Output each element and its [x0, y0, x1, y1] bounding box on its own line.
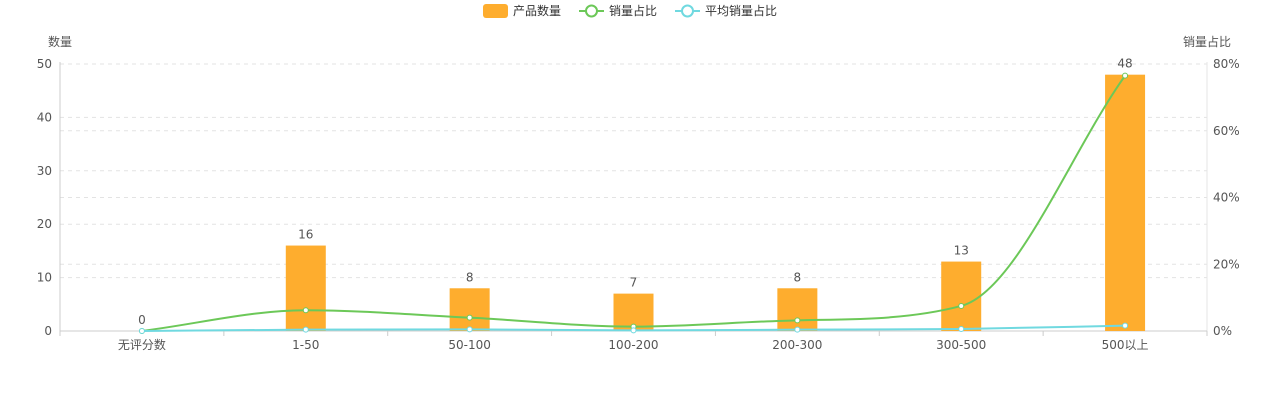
- lines: [138, 72, 1129, 334]
- y-right-tick-label: 40%: [1213, 191, 1240, 205]
- legend-label[interactable]: 产品数量: [513, 3, 561, 18]
- y-left-tick-label: 20: [37, 217, 52, 231]
- bar-value-label: 8: [466, 270, 474, 284]
- y-right-tick-label: 0%: [1213, 324, 1232, 338]
- line-point[interactable]: [1122, 72, 1129, 79]
- legend-swatch-marker[interactable]: [681, 4, 694, 18]
- legend: 产品数量 销量占比 平均销量占比: [483, 3, 777, 18]
- legend-label[interactable]: 销量占比: [609, 3, 657, 18]
- bar[interactable]: [941, 261, 982, 331]
- line-point[interactable]: [794, 326, 801, 333]
- line-point[interactable]: [794, 317, 801, 324]
- line-point[interactable]: [302, 307, 309, 314]
- y-left-tick-label: 0: [44, 324, 52, 338]
- y-left-tick-label: 10: [37, 271, 52, 285]
- x-tick-label: 无评分数: [118, 337, 166, 352]
- line-point[interactable]: [138, 328, 145, 334]
- line-point[interactable]: [1122, 322, 1129, 329]
- y-right-tick-label: 80%: [1213, 57, 1240, 71]
- left-axis-title: 数量: [48, 34, 72, 49]
- line-point[interactable]: [958, 302, 965, 309]
- legend-swatch-marker[interactable]: [585, 4, 598, 18]
- line-point[interactable]: [466, 314, 473, 321]
- line-point[interactable]: [466, 326, 473, 333]
- legend-swatch-bar[interactable]: [483, 4, 508, 18]
- x-tick-label: 1-50: [292, 338, 319, 352]
- y-right-tick-label: 20%: [1213, 257, 1240, 271]
- bar[interactable]: [777, 288, 818, 331]
- y-left-tick-label: 50: [37, 57, 52, 71]
- y-right-tick-label: 60%: [1213, 124, 1240, 138]
- bar-value-label: 48: [1117, 57, 1132, 71]
- bar-value-label: 8: [794, 270, 802, 284]
- bar-value-label: 7: [630, 276, 638, 290]
- y-left-tick-label: 30: [37, 164, 52, 178]
- bar[interactable]: [449, 288, 490, 331]
- bar-value-label: 0: [138, 313, 146, 327]
- gridlines: [60, 63, 1207, 279]
- bar-value-label: 16: [298, 228, 313, 242]
- bar[interactable]: [285, 245, 326, 331]
- x-tick-label: 50-100: [448, 338, 491, 352]
- x-tick-label: 200-300: [772, 338, 822, 352]
- x-tick-label: 500以上: [1102, 338, 1149, 352]
- x-tick-label: 100-200: [608, 338, 658, 352]
- line-point[interactable]: [958, 325, 965, 332]
- y-left-tick-label: 40: [37, 110, 52, 124]
- right-axis-title: 销量占比: [1183, 34, 1231, 49]
- bar[interactable]: [1105, 74, 1146, 332]
- x-tick-label: 300-500: [936, 338, 986, 352]
- bars: [285, 74, 1146, 332]
- line-point[interactable]: [302, 326, 309, 333]
- legend-label[interactable]: 平均销量占比: [705, 3, 777, 18]
- line-point[interactable]: [630, 327, 637, 334]
- bar-value-label: 13: [954, 244, 969, 258]
- data-labels: 0 16 8 7 8 13 48: [138, 57, 1133, 327]
